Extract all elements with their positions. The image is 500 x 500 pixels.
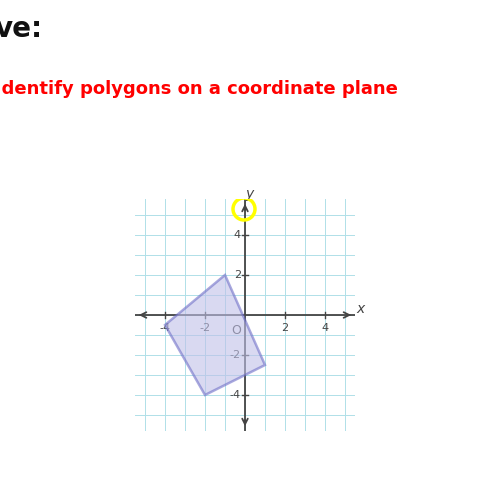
- Text: Identify polygons on a coordinate plane: Identify polygons on a coordinate plane: [0, 80, 398, 98]
- Polygon shape: [165, 275, 265, 395]
- Text: O: O: [232, 324, 241, 337]
- Text: y: y: [245, 187, 253, 201]
- Text: -4: -4: [230, 390, 241, 400]
- Text: -2: -2: [230, 350, 241, 360]
- Text: -2: -2: [200, 323, 210, 333]
- Text: 4: 4: [234, 230, 241, 240]
- Text: ve:: ve:: [0, 15, 43, 43]
- Text: -4: -4: [160, 323, 170, 333]
- Text: 2: 2: [282, 323, 288, 333]
- Text: 2: 2: [234, 270, 241, 280]
- Text: x: x: [356, 302, 364, 316]
- Text: 4: 4: [322, 323, 328, 333]
